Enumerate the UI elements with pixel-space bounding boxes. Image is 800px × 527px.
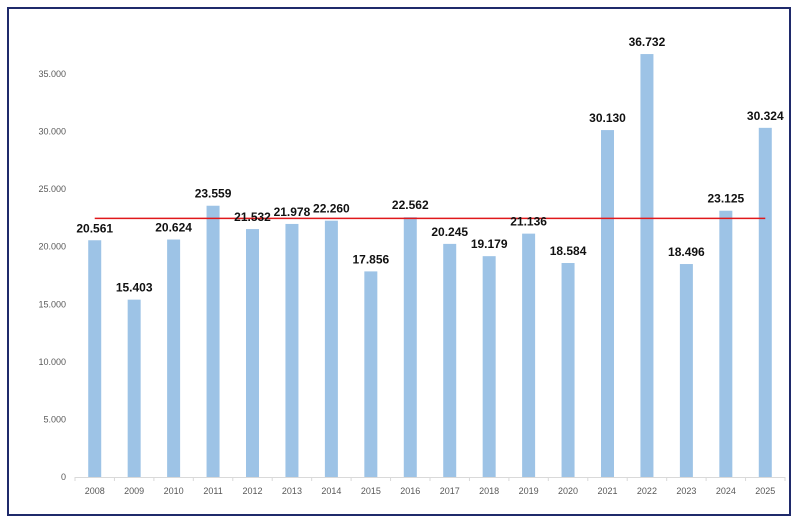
data-label: 22.562 xyxy=(392,198,429,212)
x-tick-label: 2025 xyxy=(755,486,775,496)
y-tick-label: 0 xyxy=(61,472,66,482)
bar-2025 xyxy=(758,127,772,478)
bar-2020 xyxy=(561,263,575,477)
bar-2022 xyxy=(640,54,654,478)
data-label: 23.559 xyxy=(195,187,232,201)
bar-2017 xyxy=(443,243,457,477)
bar-2012 xyxy=(246,229,259,477)
data-label: 21.532 xyxy=(234,210,271,224)
bar-2024 xyxy=(719,210,733,477)
data-label: 22.260 xyxy=(313,202,350,216)
data-label: 21.136 xyxy=(510,215,547,229)
data-label: 20.245 xyxy=(431,225,468,239)
x-tick-label: 2012 xyxy=(242,486,262,496)
y-tick-label: 15.000 xyxy=(38,299,66,309)
bar-2013 xyxy=(285,223,299,477)
x-tick-label: 2023 xyxy=(676,486,696,496)
y-tick-label: 30.000 xyxy=(38,127,66,137)
bar-2011 xyxy=(206,205,220,478)
bar-2016 xyxy=(403,217,417,477)
data-label: 21.978 xyxy=(274,205,311,219)
data-label: 20.624 xyxy=(155,221,192,235)
y-tick-label: 20.000 xyxy=(38,242,66,252)
bar-2008 xyxy=(88,240,102,477)
x-tick-label: 2019 xyxy=(519,486,539,496)
data-label: 36.732 xyxy=(629,35,666,49)
x-tick-label: 2011 xyxy=(203,486,222,496)
x-tick-label: 2014 xyxy=(321,486,341,496)
data-label: 19.179 xyxy=(471,237,508,251)
x-tick-label: 2009 xyxy=(124,486,144,496)
bar-2009 xyxy=(127,299,141,477)
x-tick-label: 2010 xyxy=(164,486,184,496)
y-tick-label: 5.000 xyxy=(43,414,66,424)
data-label: 30.130 xyxy=(589,111,626,125)
data-label: 18.584 xyxy=(550,244,587,258)
x-tick-label: 2013 xyxy=(282,486,302,496)
x-tick-label: 2018 xyxy=(479,486,499,496)
x-tick-label: 2008 xyxy=(85,486,105,496)
x-tick-label: 2020 xyxy=(558,486,578,496)
y-tick-label: 35.000 xyxy=(38,69,66,79)
bar-2021 xyxy=(601,130,614,477)
bar-2019 xyxy=(522,233,536,477)
x-tick-label: 2015 xyxy=(361,486,381,496)
bar-2015 xyxy=(364,271,378,477)
data-label: 20.561 xyxy=(76,221,113,235)
data-label: 30.324 xyxy=(747,109,784,123)
x-tick-label: 2017 xyxy=(440,486,460,496)
x-tick-label: 2022 xyxy=(637,486,657,496)
x-tick-label: 2024 xyxy=(716,486,736,496)
y-tick-label: 25.000 xyxy=(38,184,66,194)
bar-2010 xyxy=(167,239,181,477)
x-tick-label: 2016 xyxy=(400,486,420,496)
bar-2023 xyxy=(679,264,693,477)
bar-2014 xyxy=(324,220,338,477)
bar-2018 xyxy=(482,256,496,477)
data-label: 18.496 xyxy=(668,245,705,259)
data-label: 15.403 xyxy=(116,281,153,295)
data-label: 17.856 xyxy=(352,252,389,266)
x-tick-label: 2021 xyxy=(597,486,617,496)
data-label: 23.125 xyxy=(707,192,744,206)
y-tick-label: 10.000 xyxy=(38,357,66,367)
